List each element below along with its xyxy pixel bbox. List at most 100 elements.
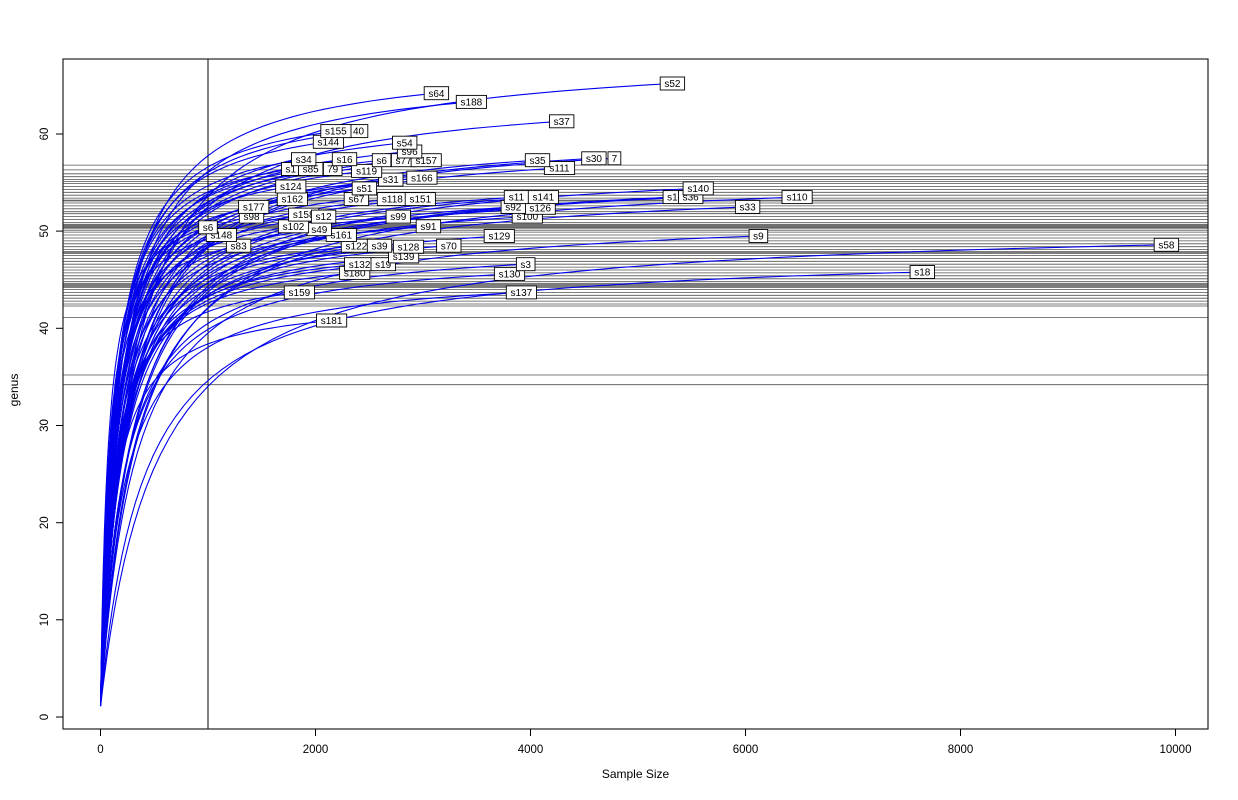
curve-label: s122 bbox=[346, 241, 368, 252]
curve-label-box bbox=[366, 238, 393, 253]
curve-label: s158 bbox=[293, 210, 315, 221]
curve-label-box bbox=[581, 151, 607, 166]
rarefaction-curve bbox=[100, 150, 410, 704]
curve-label: s162 bbox=[282, 195, 304, 206]
curve-label-box bbox=[385, 209, 411, 224]
y-axis-tick-label: 60 bbox=[39, 128, 51, 141]
rarefaction-curve bbox=[100, 101, 472, 705]
curve-label: s124 bbox=[280, 182, 302, 193]
y-axis-tick-label: 20 bbox=[39, 516, 51, 529]
rarefaction-curve bbox=[100, 245, 239, 702]
curve-label-box bbox=[659, 76, 686, 91]
curve-label-box bbox=[275, 179, 307, 194]
curve-label: s161 bbox=[330, 231, 352, 242]
curve-label: s36 bbox=[683, 193, 700, 204]
curve-label: s85 bbox=[303, 165, 320, 176]
curve-label: s155 bbox=[325, 127, 347, 138]
y-axis-tick-label: 40 bbox=[39, 322, 51, 335]
curve-label-box bbox=[198, 220, 218, 235]
rarefaction-curve bbox=[100, 235, 759, 706]
curve-label: s34 bbox=[296, 155, 313, 166]
curve-label: s132 bbox=[349, 260, 371, 271]
curve-label-box bbox=[225, 238, 252, 253]
curve-label-box bbox=[320, 124, 352, 139]
curve-label: s148 bbox=[211, 231, 233, 242]
x-axis-title: Sample Size bbox=[601, 767, 670, 781]
curve-label: s33 bbox=[740, 203, 757, 214]
curve-label-box bbox=[331, 152, 358, 167]
curve-label-box bbox=[524, 153, 551, 168]
curve-label: s151 bbox=[409, 195, 431, 206]
curve-label: s144 bbox=[318, 137, 340, 148]
rarefaction-curve bbox=[100, 196, 673, 706]
x-axis-tick-label: 8000 bbox=[948, 744, 974, 756]
curve-label-box bbox=[392, 239, 425, 254]
curve-label: s141 bbox=[533, 193, 555, 204]
curve-label: s19 bbox=[375, 260, 392, 271]
curve-label-box bbox=[436, 238, 462, 253]
curve-label-box bbox=[607, 151, 622, 166]
curve-label: s16 bbox=[336, 155, 353, 166]
rarefaction-curve bbox=[100, 246, 409, 705]
curve-label: s118 bbox=[382, 195, 403, 206]
curve-label: s139 bbox=[393, 252, 415, 263]
x-axis-tick-label: 0 bbox=[97, 744, 103, 756]
curve-label: s98 bbox=[243, 212, 260, 223]
curve-label-box bbox=[781, 190, 813, 205]
curve-label: s128 bbox=[398, 242, 420, 253]
curve-label-box bbox=[351, 181, 378, 196]
curve-label: s6 bbox=[203, 223, 214, 234]
y-axis-title: genus bbox=[7, 373, 21, 407]
curve-label: s92 bbox=[505, 203, 522, 214]
curve-label: s51 bbox=[356, 184, 373, 195]
x-axis-tick-label: 2000 bbox=[303, 744, 329, 756]
y-axis-tick-label: 30 bbox=[39, 419, 51, 432]
curve-label-box bbox=[404, 192, 436, 207]
curve-label: s6 bbox=[376, 156, 387, 167]
curve-label-box bbox=[378, 172, 404, 187]
rarefaction-curve bbox=[100, 168, 333, 703]
curve-label: s83 bbox=[231, 241, 248, 252]
curve-label: s91 bbox=[420, 222, 437, 233]
rarefaction-curve bbox=[100, 244, 1167, 707]
curve-label: s39 bbox=[371, 241, 388, 252]
curve-label-box bbox=[351, 163, 383, 178]
curve-label: s110 bbox=[787, 193, 808, 204]
rarefaction-curve bbox=[100, 291, 522, 706]
curve-label-box bbox=[455, 94, 487, 109]
curve-label: s181 bbox=[321, 316, 343, 327]
curve-label: s12 bbox=[316, 212, 333, 223]
curve-label: s18 bbox=[914, 268, 931, 279]
curve-label: s54 bbox=[397, 138, 414, 149]
curve-label: s37 bbox=[554, 117, 571, 128]
curve-label: s102 bbox=[283, 222, 305, 233]
curve-label: s140 bbox=[687, 184, 709, 195]
y-axis-tick-label: 50 bbox=[39, 225, 51, 238]
curve-label: s188 bbox=[461, 98, 483, 109]
curve-label: s96 bbox=[402, 147, 419, 158]
x-axis-tick-label: 6000 bbox=[733, 744, 759, 756]
curve-label: s100 bbox=[516, 212, 538, 223]
curve-label: s30 bbox=[586, 154, 603, 165]
curve-label-box bbox=[734, 199, 761, 214]
curve-label-box bbox=[682, 181, 714, 196]
curve-label-box bbox=[310, 209, 337, 224]
curve-label-box bbox=[1153, 237, 1180, 252]
curve-label: s35 bbox=[529, 156, 546, 167]
curve-label: s58 bbox=[1158, 240, 1175, 251]
curve-label: s137 bbox=[511, 288, 533, 299]
curve-label-box bbox=[392, 135, 418, 150]
curve-label: s111 bbox=[549, 164, 570, 175]
curve-label: s166 bbox=[411, 173, 433, 184]
curve-label-box bbox=[748, 229, 769, 243]
curve-label: s49 bbox=[311, 225, 328, 236]
curve-label: s11 bbox=[509, 193, 525, 204]
curve-label-box bbox=[505, 285, 537, 300]
rarefaction-curve bbox=[100, 187, 699, 706]
curve-label-box bbox=[406, 170, 438, 185]
x-axis-tick-label: 10000 bbox=[1160, 744, 1192, 756]
curve-label-box bbox=[543, 161, 576, 175]
curve-label-box bbox=[515, 257, 536, 272]
rarefaction-curve bbox=[100, 92, 437, 704]
curve-label: s99 bbox=[390, 212, 407, 223]
